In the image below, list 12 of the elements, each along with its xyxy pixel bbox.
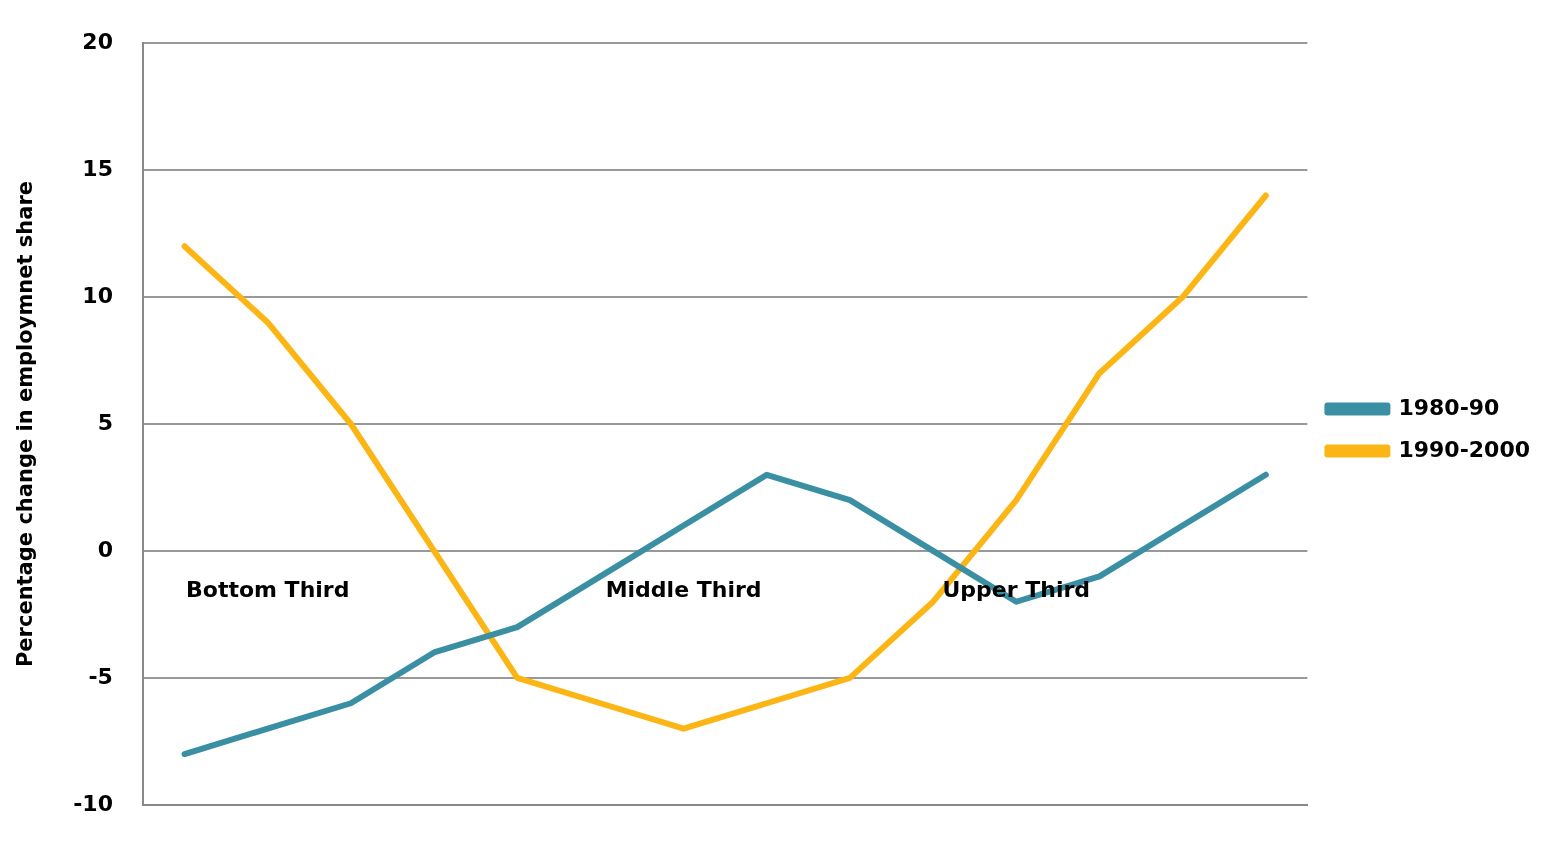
y-tick-label: 15 bbox=[82, 155, 113, 181]
legend-label: 1990-2000 bbox=[1398, 436, 1530, 462]
y-tick-label: -10 bbox=[73, 790, 113, 816]
y-tick-label: -5 bbox=[88, 663, 113, 689]
legend-label: 1980-90 bbox=[1398, 394, 1500, 420]
y-tick-label: 0 bbox=[97, 536, 113, 562]
annotation: Bottom Third bbox=[186, 576, 350, 602]
y-tick-label: 20 bbox=[82, 28, 113, 54]
y-axis-title: Percentage change in employmnet share bbox=[13, 180, 38, 668]
annotation: Middle Third bbox=[605, 576, 762, 602]
y-tick-label: 5 bbox=[97, 409, 113, 435]
y-tick-label: 10 bbox=[82, 282, 113, 308]
